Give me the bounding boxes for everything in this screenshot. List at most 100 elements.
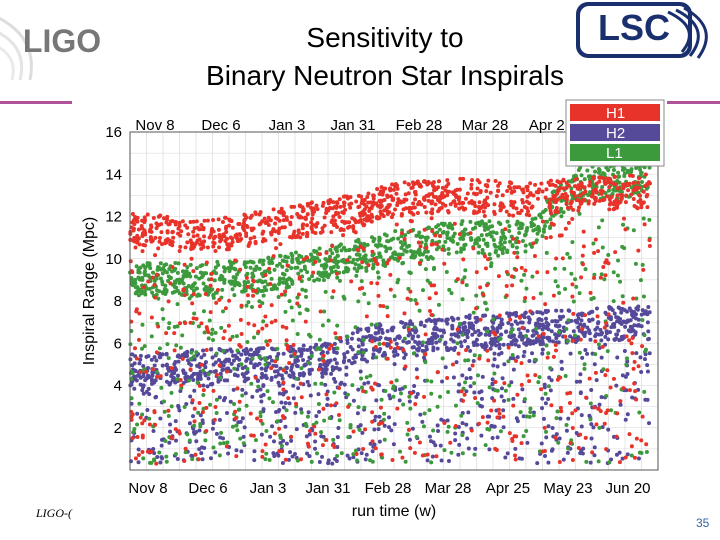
data-point: [133, 369, 138, 374]
data-point: [425, 340, 430, 345]
data-point: [409, 391, 414, 396]
data-point: [371, 239, 376, 244]
data-point: [284, 325, 289, 330]
data-point: [309, 200, 314, 205]
data-point: [459, 413, 464, 418]
data-point: [413, 339, 418, 344]
data-point: [360, 260, 365, 265]
data-point: [513, 337, 518, 342]
data-point: [247, 352, 252, 357]
data-point: [255, 347, 260, 352]
data-point: [351, 398, 356, 403]
data-point: [180, 333, 185, 338]
data-point: [310, 216, 315, 221]
data-point: [565, 339, 570, 344]
data-point: [431, 180, 436, 185]
data-point: [614, 452, 619, 457]
data-point: [617, 450, 622, 455]
data-point: [600, 344, 605, 349]
data-point: [374, 201, 379, 206]
data-point: [548, 178, 553, 183]
data-point: [314, 203, 319, 208]
data-point: [260, 454, 265, 459]
data-point: [243, 213, 248, 218]
data-point: [361, 223, 366, 228]
data-point: [248, 347, 253, 352]
data-point: [349, 336, 354, 341]
data-point: [426, 226, 431, 231]
data-point: [316, 392, 321, 397]
data-point: [224, 444, 229, 449]
data-point: [603, 260, 608, 265]
data-point: [453, 438, 458, 443]
data-point: [288, 234, 293, 239]
y-tick-label: 16: [105, 124, 122, 141]
data-point: [583, 348, 588, 353]
data-point: [273, 221, 278, 226]
data-point: [545, 270, 550, 275]
data-point: [528, 192, 533, 197]
data-point: [561, 177, 566, 182]
data-point: [377, 414, 382, 419]
data-point: [403, 322, 408, 327]
data-point: [539, 387, 544, 392]
data-point: [458, 176, 463, 181]
data-point: [279, 206, 284, 211]
data-point: [140, 435, 145, 440]
data-point: [427, 317, 432, 322]
data-point: [129, 396, 134, 401]
data-point: [486, 203, 491, 208]
data-point: [321, 353, 326, 358]
data-point: [445, 376, 450, 381]
data-point: [192, 423, 197, 428]
data-point: [524, 212, 529, 217]
data-point: [472, 209, 477, 214]
data-point: [514, 358, 519, 363]
data-point: [611, 299, 616, 304]
y-tick-label: 8: [114, 293, 122, 310]
data-point: [207, 286, 212, 291]
data-point: [201, 388, 206, 393]
data-point: [229, 279, 234, 284]
data-point: [217, 297, 222, 302]
data-point: [588, 401, 593, 406]
data-point: [298, 381, 303, 386]
data-point: [502, 398, 507, 403]
data-point: [567, 308, 572, 313]
data-point: [474, 293, 479, 298]
data-point: [598, 409, 603, 414]
data-point: [260, 231, 265, 236]
data-point: [449, 223, 454, 228]
data-point: [269, 358, 274, 363]
data-point: [363, 253, 368, 258]
slide-title-line1: Sensitivity to: [306, 22, 464, 53]
data-point: [637, 176, 642, 181]
data-point: [305, 270, 310, 275]
data-point: [156, 246, 161, 251]
data-point: [571, 207, 576, 212]
data-point: [152, 363, 157, 368]
data-point: [487, 219, 492, 224]
data-point: [180, 353, 185, 358]
data-point: [245, 293, 250, 298]
data-point: [430, 211, 435, 216]
data-point: [503, 388, 508, 393]
data-point: [361, 446, 366, 451]
data-point: [328, 258, 333, 263]
data-point: [429, 242, 434, 247]
data-point: [196, 324, 201, 329]
data-point: [335, 253, 340, 258]
data-point: [231, 387, 236, 392]
data-point: [149, 460, 154, 465]
data-point: [607, 207, 612, 212]
data-point: [631, 296, 636, 301]
data-point: [478, 285, 483, 290]
data-point: [382, 437, 387, 442]
data-point: [305, 201, 310, 206]
data-point: [178, 244, 183, 249]
data-point: [485, 195, 490, 200]
data-point: [501, 342, 506, 347]
data-point: [172, 268, 177, 273]
data-point: [478, 331, 483, 336]
data-point: [528, 406, 533, 411]
